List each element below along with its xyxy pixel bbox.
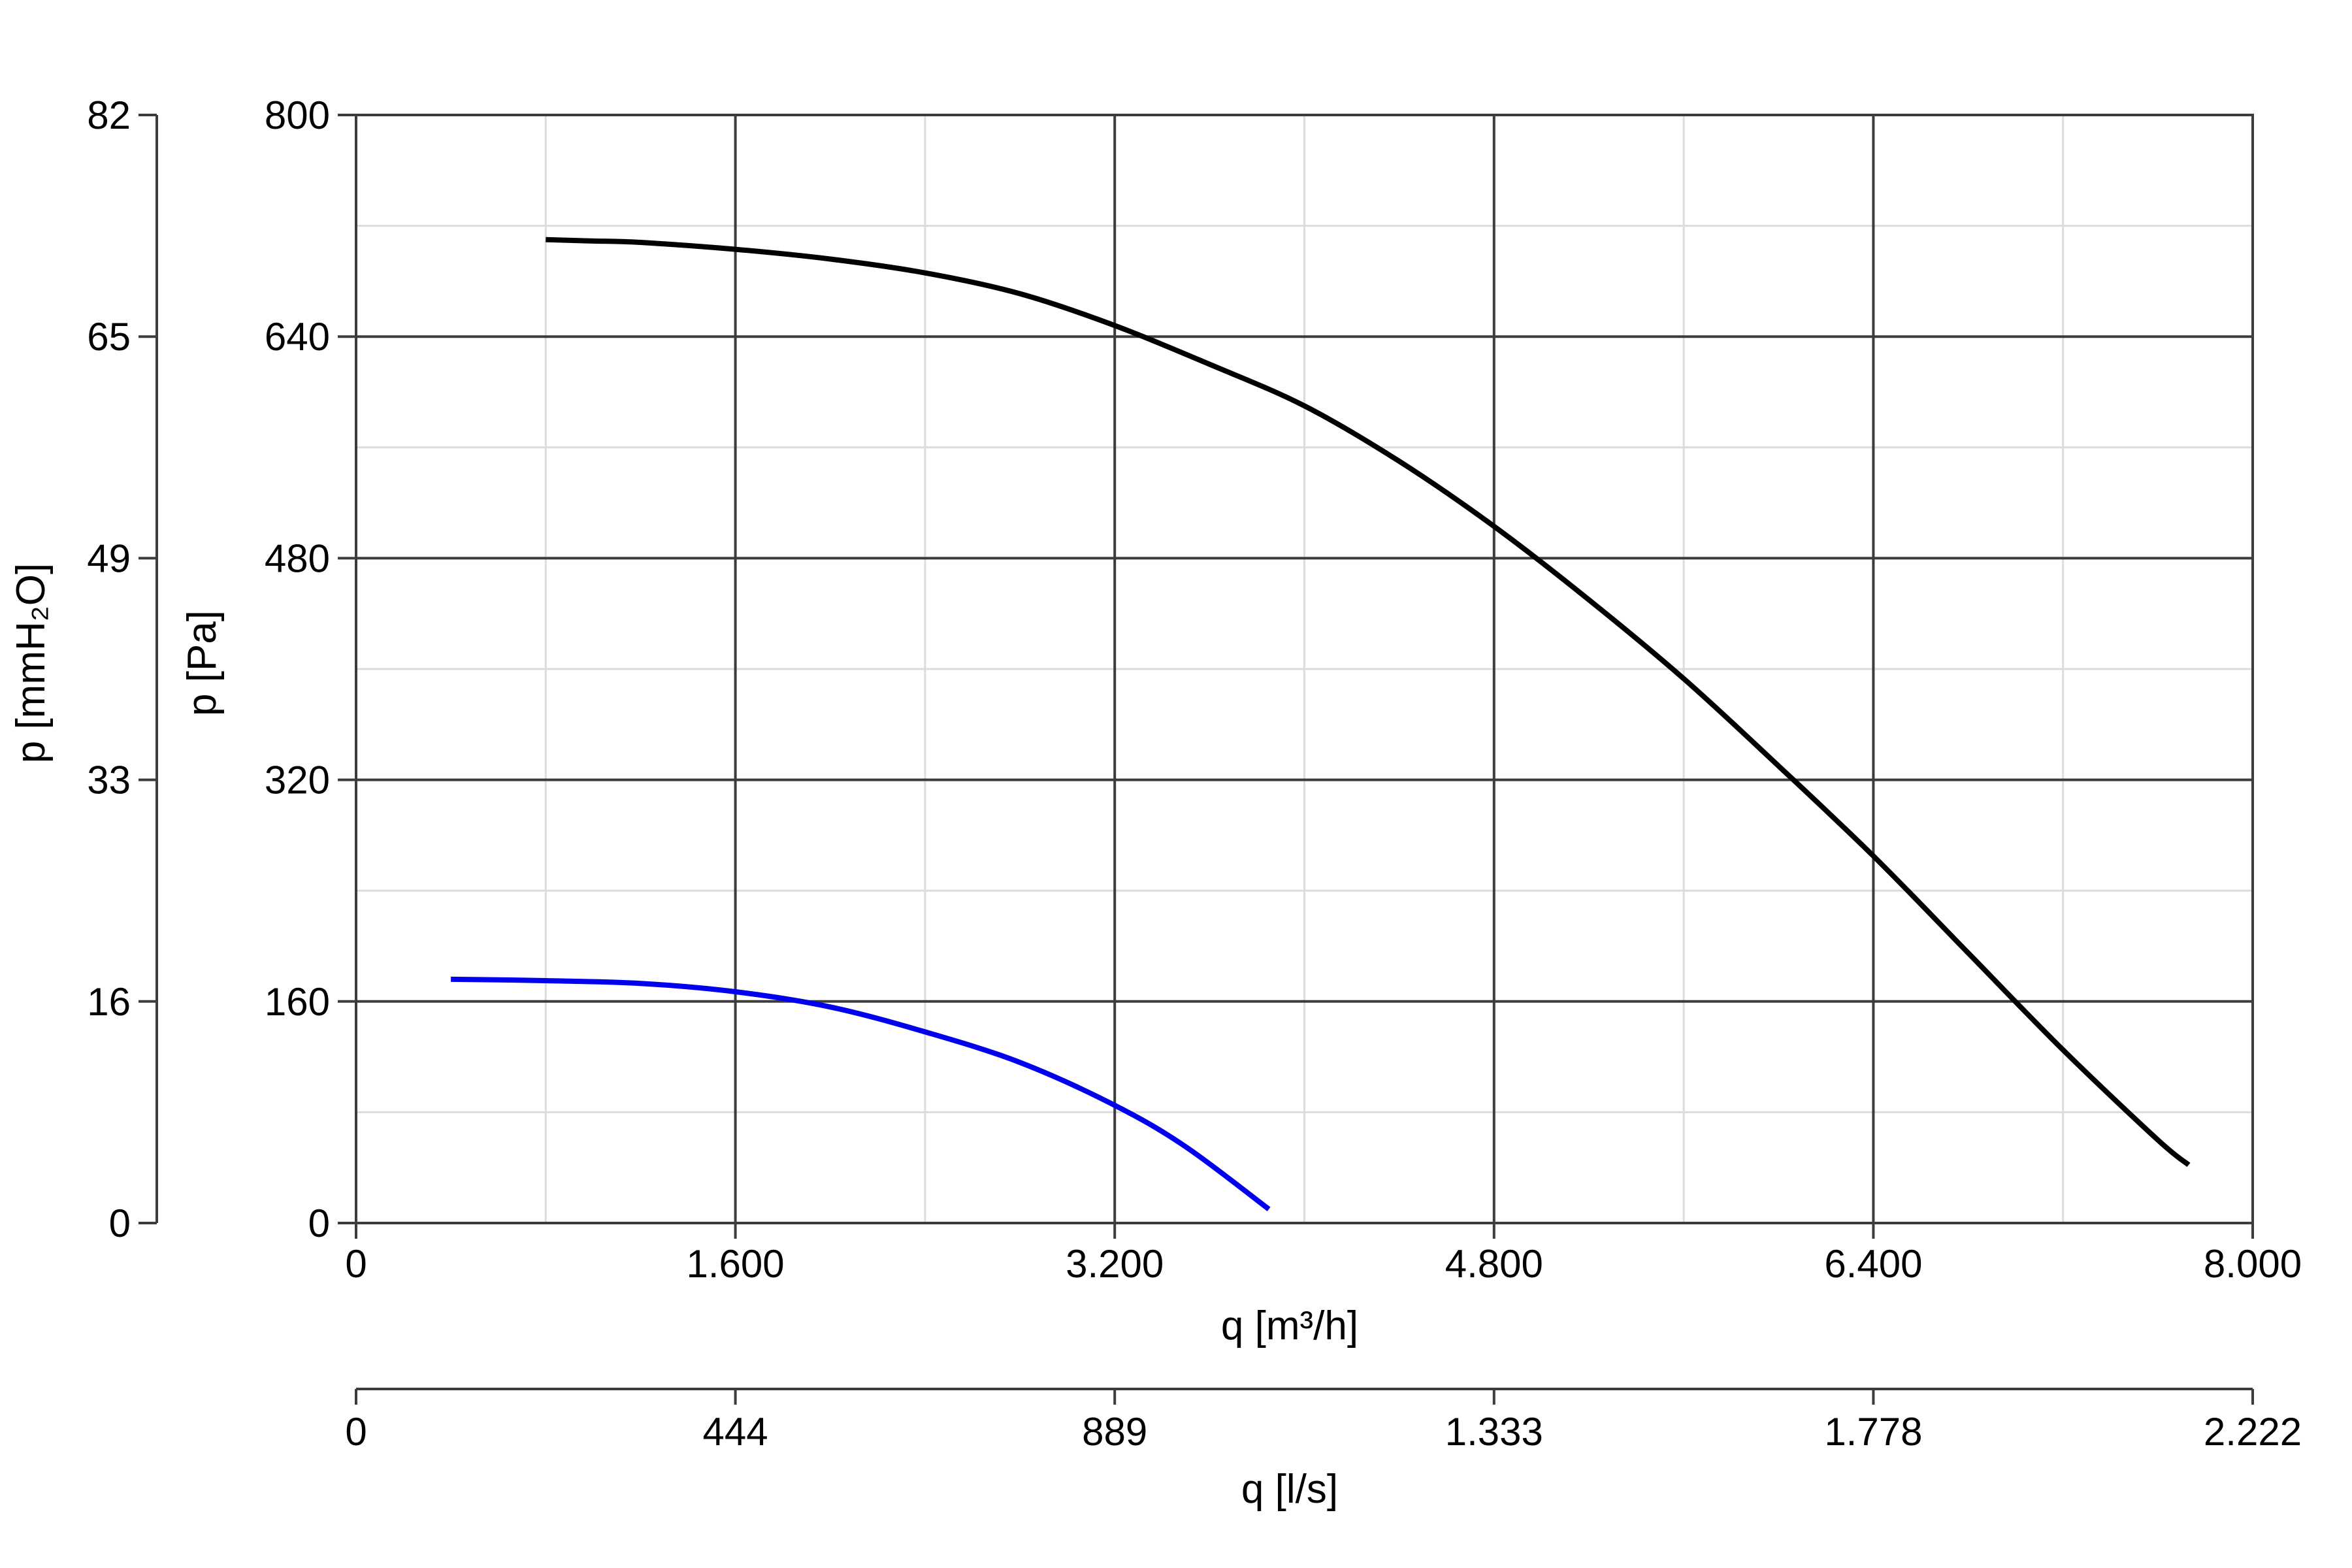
- x-tick-label: 1.600: [687, 1242, 785, 1286]
- x-tick-label: 3.200: [1066, 1242, 1164, 1286]
- secondary-x-tick-label: 889: [1082, 1410, 1147, 1454]
- secondary-x-tick-label: 0: [345, 1410, 367, 1454]
- x-axis-title: q [m³/h]: [1221, 1303, 1358, 1348]
- secondary-y-tick-label: 33: [87, 759, 131, 802]
- minor-gridlines: [356, 115, 2253, 1223]
- x-axis-ticks: 0 1.600 3.200 4.800 6.400 8.000: [345, 1223, 2302, 1286]
- y-tick-label: 800: [265, 93, 330, 137]
- secondary-y-tick-label: 82: [87, 93, 131, 137]
- y-tick-label: 640: [265, 315, 330, 359]
- secondary-x-tick-label: 1.778: [1824, 1410, 1922, 1454]
- series-line-1: [546, 237, 2191, 1168]
- secondary-y-axis: 0 16 33 49 65 82: [87, 93, 158, 1245]
- plot-border: [355, 114, 2254, 1224]
- secondary-x-tick-label: 1.333: [1445, 1410, 1543, 1454]
- secondary-x-tick-label: 2.222: [2204, 1410, 2302, 1454]
- secondary-x-tick-label: 444: [703, 1410, 768, 1454]
- y-axis-title: p [Pa]: [180, 610, 225, 716]
- y-axis-ticks: 0 160 320 480 640 800: [265, 93, 356, 1245]
- secondary-x-axis-title: q [l/s]: [1241, 1467, 1338, 1512]
- secondary-y-tick-label: 16: [87, 980, 131, 1024]
- x-tick-label: 0: [345, 1242, 367, 1286]
- y-tick-label: 160: [265, 980, 330, 1024]
- secondary-x-axis: 0 444 889 1.333 1.778 2.222: [345, 1388, 2302, 1454]
- series-line-2: [451, 976, 1271, 1211]
- y-tick-label: 0: [308, 1201, 330, 1245]
- secondary-y-tick-label: 65: [87, 315, 131, 359]
- y-tick-label: 320: [265, 759, 330, 802]
- y-tick-label: 480: [265, 536, 330, 580]
- x-tick-label: 6.400: [1824, 1242, 1922, 1286]
- plot-frame: [355, 114, 2254, 1224]
- x-tick-label: 8.000: [2204, 1242, 2302, 1286]
- secondary-y-axis-title: p [mmH₂O]: [8, 563, 54, 764]
- secondary-y-tick-label: 0: [109, 1201, 131, 1245]
- x-tick-label: 4.800: [1445, 1242, 1543, 1286]
- data-series: [451, 237, 2191, 1211]
- secondary-y-tick-label: 49: [87, 536, 131, 580]
